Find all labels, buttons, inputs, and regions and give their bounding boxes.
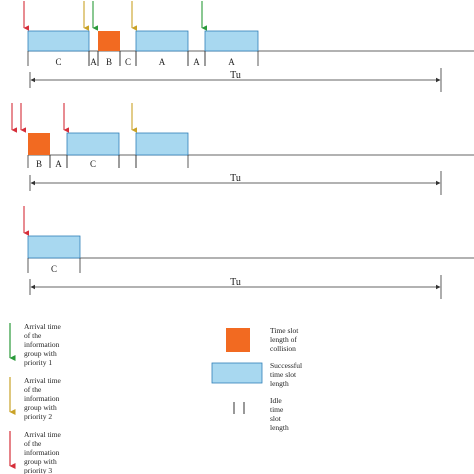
- legend-collision-label-line: Time slot: [270, 326, 299, 335]
- legend-collision-label-line: collision: [270, 344, 296, 353]
- legend-collision-swatch-icon: [226, 328, 250, 352]
- legend-priority-1-label-line: Arrival time: [24, 322, 62, 331]
- timeline-3: C Tu: [23, 206, 474, 299]
- success-slot: [27, 235, 81, 259]
- legend-priority-2-label-line: Arrival time: [24, 376, 62, 385]
- success-slot: [66, 132, 120, 156]
- legend-success-swatch-icon: [211, 362, 263, 384]
- legend-success-label: Successful time slot length: [270, 361, 304, 388]
- slot-label: C: [51, 264, 57, 274]
- legend-success-label-line: length: [270, 379, 289, 388]
- slot-label: A: [193, 57, 200, 67]
- legend-priority-2-label: Arrival time of the information group wi…: [24, 376, 63, 421]
- success-slot: [27, 30, 90, 52]
- legend: Arrival time of the information group wi…: [9, 322, 304, 474]
- legend-priority-3-label-line: information: [24, 448, 60, 457]
- tu-label: Tu: [230, 277, 241, 288]
- legend-collision-label-line: length of: [270, 335, 297, 344]
- legend-priority-1-label-line: group with: [24, 349, 57, 358]
- timeline-2: B A C Tu: [11, 103, 474, 195]
- slot-label: C: [90, 159, 96, 169]
- tu-label: Tu: [230, 70, 241, 81]
- legend-priority-2-label-line: group with: [24, 403, 57, 412]
- legend-collision-label: Time slot length of collision: [270, 326, 300, 353]
- slot-label: A: [228, 57, 235, 67]
- success-slot: [135, 132, 189, 156]
- legend-priority-2-label-line: priority 2: [24, 412, 52, 421]
- legend-priority-3-label: Arrival time of the information group wi…: [24, 430, 63, 474]
- timeline-1: C A B C A A ATu: [23, 1, 474, 92]
- legend-success-label-line: Successful: [270, 361, 302, 370]
- collision-slot: [28, 133, 50, 155]
- slot-label: C: [55, 57, 61, 67]
- legend-priority-1-label-line: of the: [24, 331, 42, 340]
- tu-label: Tu: [230, 173, 241, 184]
- slot-label: C: [125, 57, 131, 67]
- legend-idle-label-line: time: [270, 405, 284, 414]
- slot-label: A: [90, 57, 97, 67]
- legend-priority-2-label-line: of the: [24, 385, 42, 394]
- success-slot: [135, 30, 189, 52]
- collision-slot: [98, 31, 120, 51]
- slot-label: B: [106, 57, 112, 67]
- legend-idle-label-line: slot: [270, 414, 282, 423]
- legend-idle-label-line: Idle: [270, 396, 282, 405]
- legend-priority-1-label: Arrival time of the information group wi…: [24, 322, 63, 367]
- legend-priority-1-label-line: priority 1: [24, 358, 52, 367]
- legend-priority-3-label-line: priority 3: [24, 466, 52, 474]
- legend-priority-1-label-line: information: [24, 340, 60, 349]
- slot-label: A: [55, 159, 62, 169]
- legend-priority-3-label-line: Arrival time: [24, 430, 62, 439]
- legend-priority-3-label-line: of the: [24, 439, 42, 448]
- legend-success-label-line: time slot: [270, 370, 297, 379]
- slot-label: B: [36, 159, 42, 169]
- legend-priority-2-label-line: information: [24, 394, 60, 403]
- legend-idle-label-line: length: [270, 423, 289, 432]
- slot-label: A: [159, 57, 166, 67]
- legend-idle-label: Idle time slot length: [270, 396, 289, 432]
- legend-priority-3-label-line: group with: [24, 457, 57, 466]
- success-slot: [204, 30, 259, 52]
